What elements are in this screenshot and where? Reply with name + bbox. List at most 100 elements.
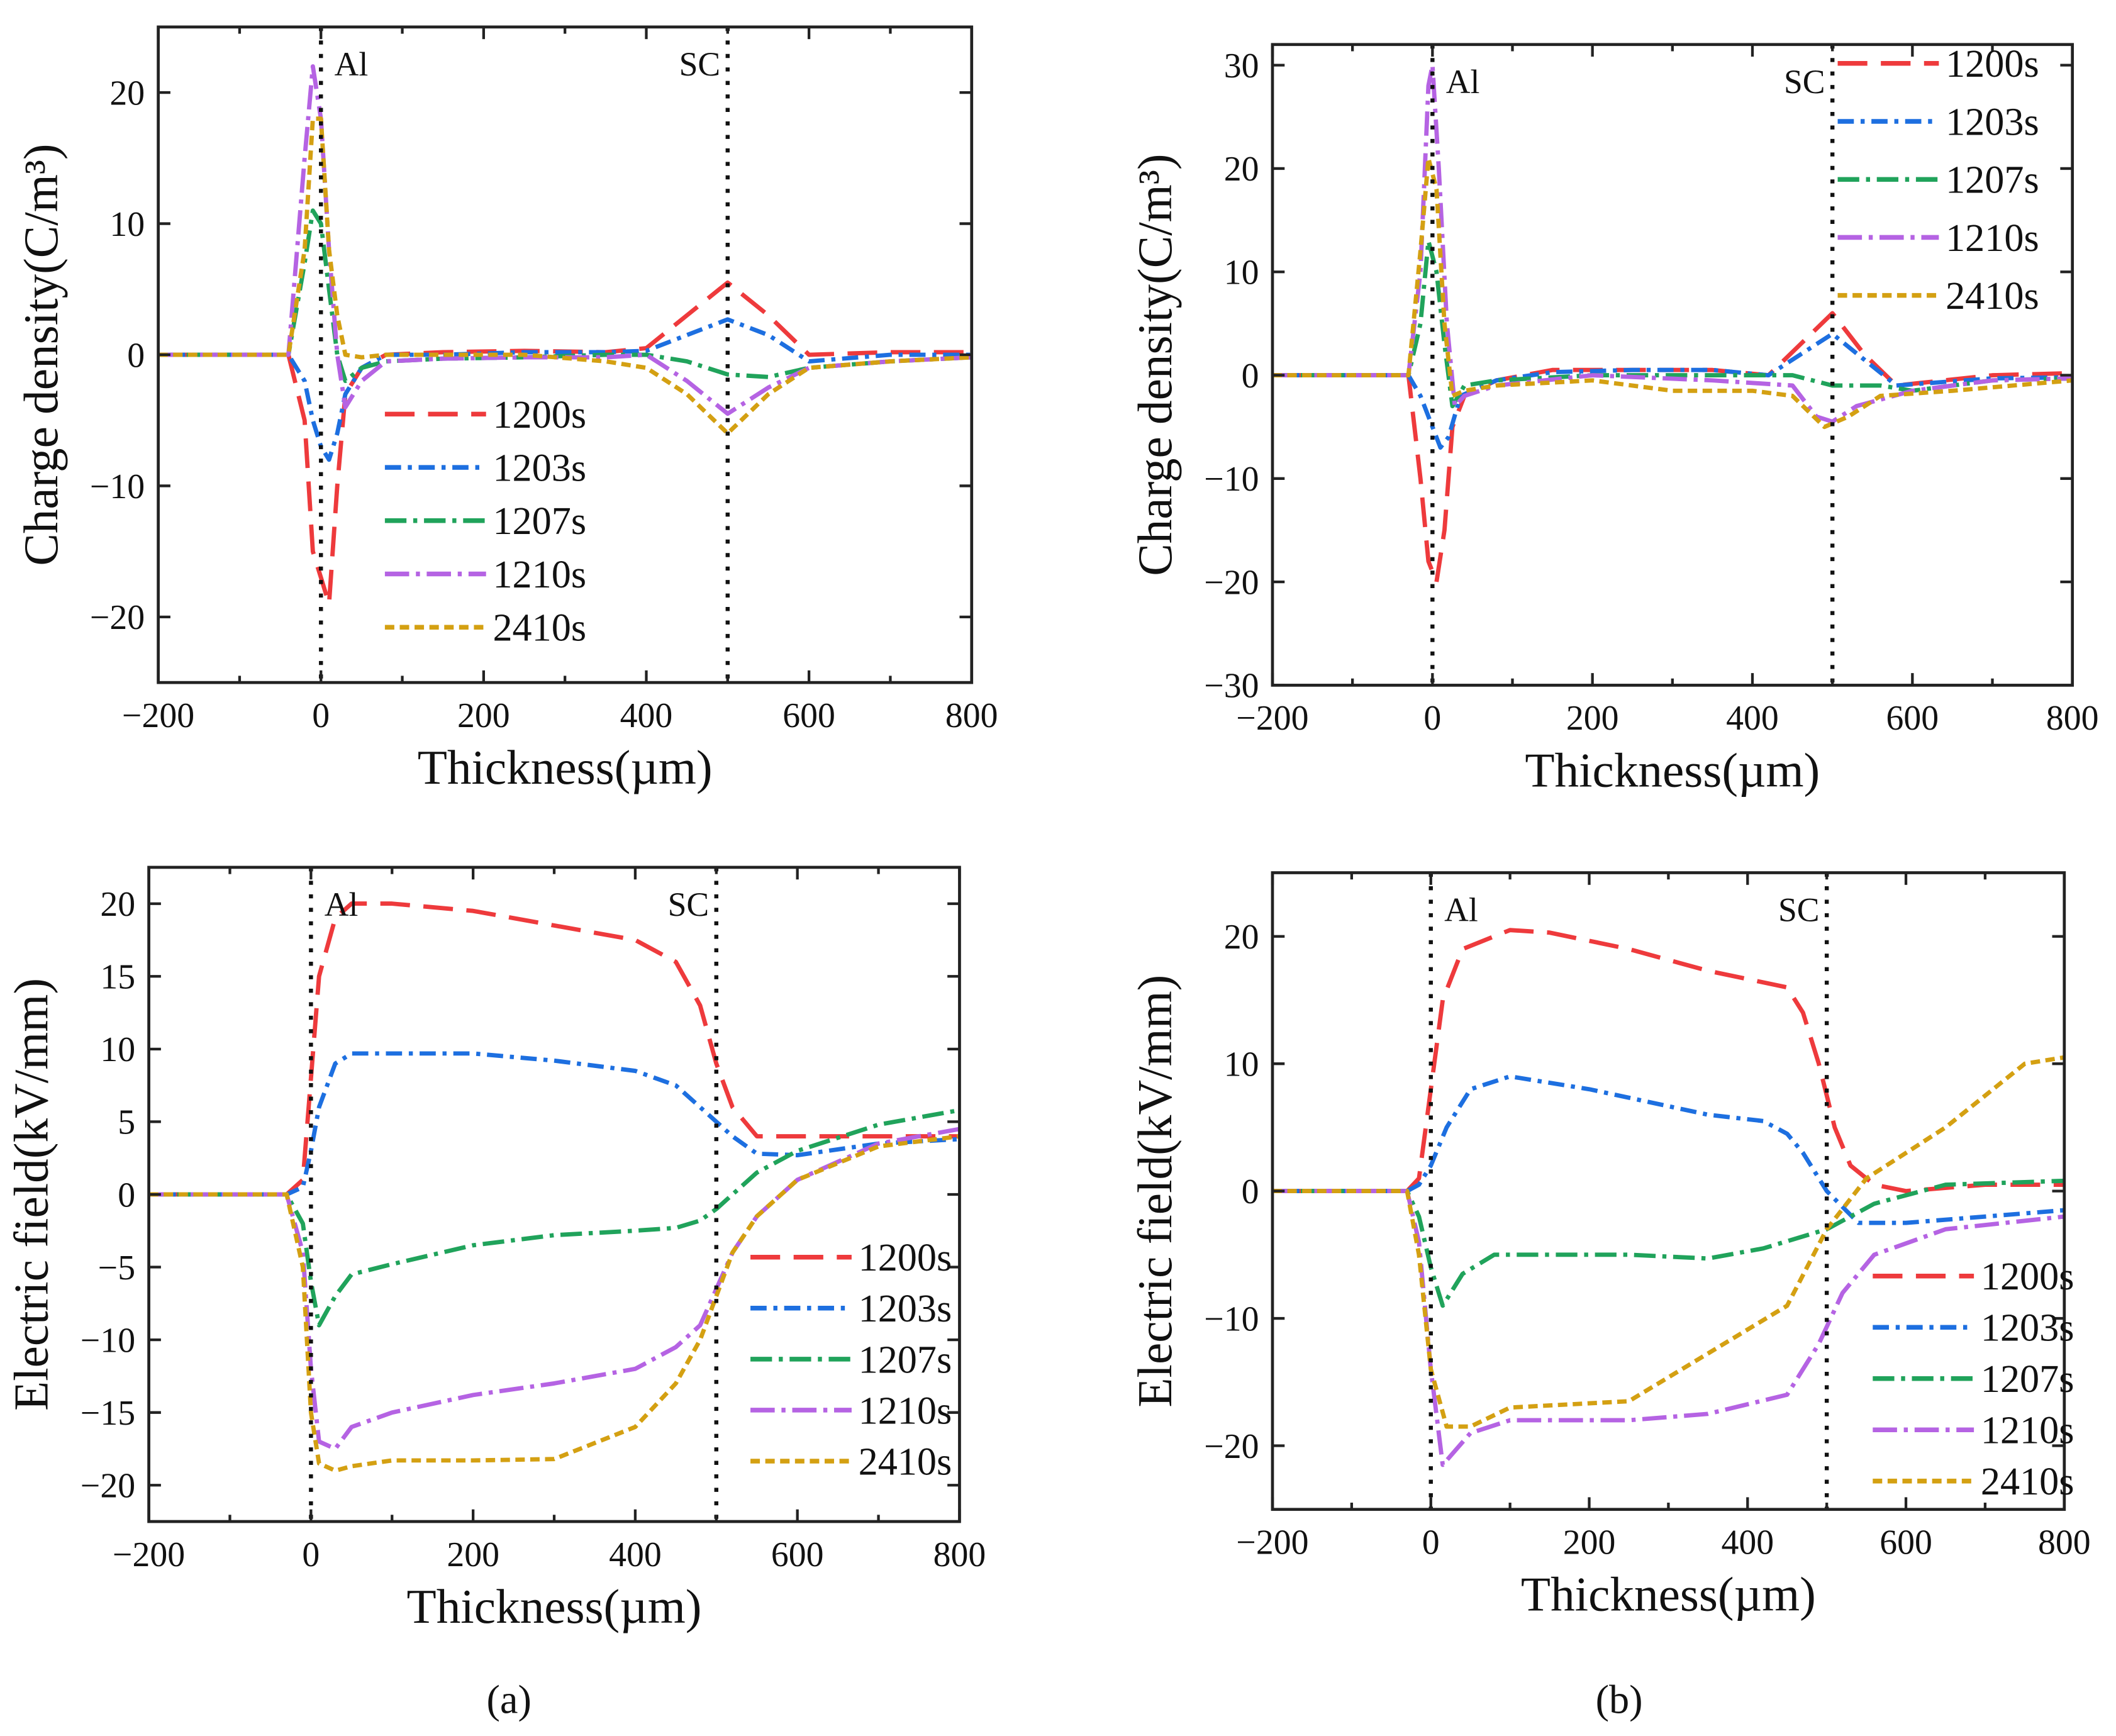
- legend-label: 1200s: [493, 394, 586, 437]
- chart-b-charge: Al SC −200 0 200 400 600 800 −30 −20 −10 0 10 20 30 Thi…: [1128, 43, 2098, 797]
- series-line-2410s: [1272, 156, 2073, 430]
- legend-item: 1210s: [1837, 217, 2039, 260]
- legend-item: 1200s: [1837, 43, 2039, 86]
- legend-label: 1200s: [1946, 43, 2039, 86]
- legend-label: 1207s: [859, 1338, 952, 1381]
- legend-item: 1203s: [384, 447, 586, 490]
- legend-item: 1207s: [750, 1338, 952, 1381]
- series-line-1207s: [1272, 1178, 2064, 1308]
- y-tick-label: 0: [1242, 1172, 1259, 1211]
- legend-item: 1203s: [750, 1288, 952, 1330]
- legend-label: 1210s: [1946, 217, 2039, 260]
- x-tick-label: 200: [1563, 1523, 1616, 1562]
- x-tick-label: 200: [1566, 699, 1619, 738]
- x-tick-label: 0: [302, 1535, 320, 1574]
- y-tick-label: 20: [100, 885, 135, 924]
- legend-item: 1207s: [1873, 1358, 2074, 1401]
- x-tick-label: 600: [1886, 699, 1939, 738]
- legend-item: 1203s: [1873, 1307, 2074, 1350]
- legend: 1200s 1203s 1207s 1210s 2410s: [750, 1237, 952, 1483]
- legend-item: 2410s: [384, 607, 586, 650]
- chart-a-charge: Al SC −200 0 200 400 600 800 −20 −10 0 10 20 Thicknes…: [14, 25, 998, 794]
- y-tick-label: −15: [81, 1394, 135, 1433]
- y-tick-label: 10: [1224, 1045, 1259, 1084]
- legend: 1200s 1203s 1207s 1210s 2410s: [1873, 1255, 2074, 1503]
- y-tick-label: −20: [1204, 1427, 1259, 1466]
- series-line-1207s: [1272, 238, 2073, 409]
- legend-label: 1210s: [859, 1389, 952, 1432]
- y-tick-label: 15: [100, 958, 135, 997]
- y-tick-label: −10: [81, 1321, 135, 1360]
- legend-item: 1200s: [384, 394, 586, 437]
- y-tick-label: 0: [127, 336, 145, 375]
- legend: 1200s 1203s 1207s 1210s 2410s: [1837, 43, 2039, 318]
- marker-label-SC: SC: [679, 45, 721, 83]
- x-tick-label: 0: [312, 696, 330, 735]
- series-line-2410s: [158, 116, 972, 436]
- series-line-1207s: [148, 1108, 960, 1328]
- marker-label-SC: SC: [668, 886, 710, 923]
- legend-item: 1207s: [1837, 159, 2039, 202]
- marker-label-Al: Al: [1444, 891, 1478, 929]
- x-axis-title: Thickness(µm): [1521, 1567, 1816, 1622]
- x-tick-label: 600: [782, 696, 835, 735]
- legend-label: 1203s: [1946, 101, 2039, 143]
- x-axis-title: Thickness(µm): [1525, 743, 1820, 797]
- legend-label: 2410s: [1981, 1461, 2074, 1503]
- x-tick-label: 200: [447, 1535, 499, 1574]
- legend-label: 2410s: [1946, 275, 2039, 318]
- legend-item: 1210s: [750, 1389, 952, 1432]
- y-tick-label: 20: [109, 74, 145, 113]
- y-axis-title: Charge density(C/m³): [14, 143, 68, 565]
- series-line-1203s: [1272, 331, 2073, 450]
- legend-label: 2410s: [859, 1440, 952, 1483]
- legend-item: 1207s: [384, 500, 586, 543]
- legend-label: 1207s: [1981, 1358, 2074, 1401]
- marker-label-SC: SC: [1784, 63, 1825, 101]
- series-line-2410s: [148, 1134, 960, 1473]
- y-tick-label: −20: [1204, 563, 1259, 602]
- legend-label: 1200s: [859, 1237, 952, 1279]
- legend-label: 1203s: [859, 1288, 952, 1330]
- y-tick-label: 20: [1224, 150, 1259, 189]
- y-tick-label: 30: [1224, 47, 1259, 86]
- legend-label: 1207s: [1946, 159, 2039, 202]
- legend-item: 1210s: [1873, 1410, 2074, 1452]
- legend-item: 1200s: [1873, 1255, 2074, 1298]
- legend-item: 2410s: [1837, 275, 2039, 318]
- x-tick-label: 400: [609, 1535, 662, 1574]
- y-axis-title: Electric field(kV/mm): [4, 978, 58, 1411]
- marker-label-Al: Al: [1446, 63, 1480, 101]
- series-line-1200s: [148, 901, 960, 1197]
- legend-label: 1210s: [1981, 1410, 2074, 1452]
- panel-label-a: (a): [486, 1678, 531, 1722]
- series-line-1210s: [158, 64, 972, 416]
- x-tick-label: 200: [457, 696, 510, 735]
- legend: 1200s 1203s 1207s 1210s 2410s: [384, 394, 586, 650]
- y-tick-label: −30: [1204, 667, 1259, 706]
- x-tick-label: 400: [620, 696, 673, 735]
- legend-label: 1200s: [1981, 1255, 2074, 1298]
- y-tick-label: 0: [1242, 357, 1259, 396]
- x-tick-label: −200: [1236, 699, 1308, 738]
- chart-b-field: Al SC −200 0 200 400 600 800 −20 −10 0 10 20 Thicknes…: [1128, 871, 2091, 1622]
- x-tick-label: 400: [1721, 1523, 1774, 1562]
- series-line-2410s: [1272, 1055, 2064, 1429]
- x-tick-label: 800: [2046, 699, 2099, 738]
- legend-label: 1203s: [493, 447, 586, 490]
- legend-label: 1210s: [493, 554, 586, 596]
- marker-label-Al: Al: [325, 886, 359, 923]
- x-axis-title: Thickness(µm): [407, 1579, 702, 1633]
- legend-item: 2410s: [750, 1440, 952, 1483]
- legend-label: 1207s: [493, 500, 586, 543]
- y-tick-label: −10: [90, 467, 145, 506]
- series-line-1203s: [1272, 1074, 2064, 1225]
- x-tick-label: 800: [2038, 1523, 2091, 1562]
- y-tick-label: −10: [1204, 460, 1259, 499]
- series-line-1200s: [1272, 311, 2073, 584]
- series-line-1200s: [1272, 928, 2064, 1194]
- x-tick-label: 800: [945, 696, 998, 735]
- legend-label: 2410s: [493, 607, 586, 650]
- y-axis-title: Electric field(kV/mm): [1128, 975, 1182, 1408]
